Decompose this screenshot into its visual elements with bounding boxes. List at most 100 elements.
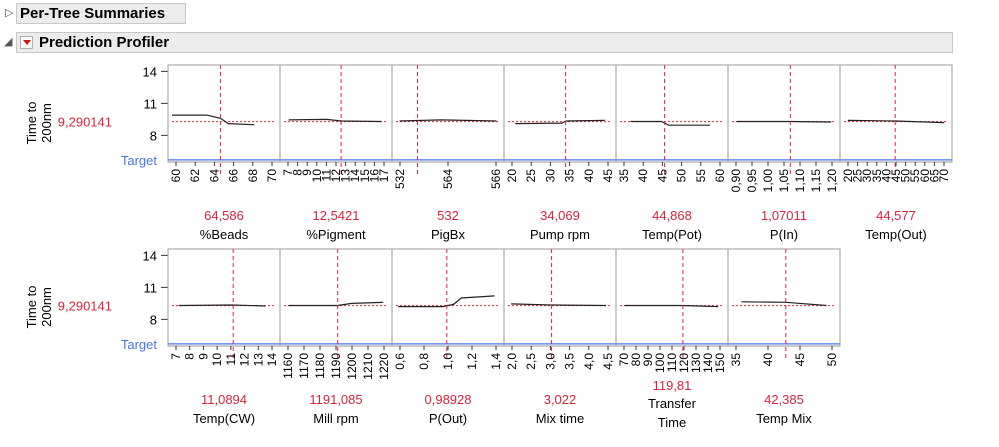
factor-value[interactable]: 11,0894 bbox=[201, 392, 247, 407]
x-tick-label: 1210 bbox=[361, 353, 375, 380]
x-tick-label: 532 bbox=[393, 169, 407, 189]
x-tick-label: 65 bbox=[927, 169, 941, 183]
factor-value[interactable]: 42,385 bbox=[764, 392, 804, 407]
panel-frame bbox=[503, 248, 617, 347]
x-tick-label: 566 bbox=[489, 169, 503, 189]
x-tick-label: 1200 bbox=[345, 353, 359, 380]
factor-value[interactable]: 34,069 bbox=[540, 208, 580, 223]
factor-name: P(Out) bbox=[429, 411, 467, 426]
x-tick-label: 1190 bbox=[329, 353, 343, 379]
x-tick-label: 40 bbox=[636, 169, 650, 183]
panel-frame bbox=[167, 248, 281, 347]
target-label: Target bbox=[121, 153, 158, 168]
factor-value[interactable]: 1191,085 bbox=[309, 392, 362, 407]
x-tick-label: 1160 bbox=[281, 353, 295, 379]
panel-frame bbox=[615, 248, 729, 347]
x-tick-label: 2,0 bbox=[505, 353, 519, 370]
x-tick-label: 10 bbox=[210, 353, 224, 367]
factor-panel[interactable]: 2,0 2,5 3,0 3,5 4,0 4,5 3,022 Mix time bbox=[503, 248, 617, 426]
x-tick-label: 0,8 bbox=[417, 353, 431, 370]
factor-value[interactable]: 1,07011 bbox=[761, 208, 807, 223]
factor-panel[interactable]: 35 40 45 50 42,385 Temp Mix bbox=[727, 248, 841, 426]
x-tick-label: 20 bbox=[841, 169, 855, 183]
x-tick-label: 3,0 bbox=[543, 353, 557, 370]
factor-panel[interactable]: 20 25 30 35 40 45 34,069 Pump rpm bbox=[503, 64, 617, 242]
factor-name: Pump rpm bbox=[530, 227, 590, 242]
factor-panel[interactable]: 60 62 64 66 68 70 64,586 %Beads bbox=[167, 64, 281, 242]
x-tick-label: 3,5 bbox=[563, 353, 577, 370]
panel-frame bbox=[727, 64, 841, 163]
factor-panel[interactable]: 1160 1170 1180 1190 1200 1210 1220 1191,085 Mill… bbox=[279, 248, 393, 426]
panel-frame bbox=[391, 64, 505, 163]
factor-panel[interactable]: 35 40 45 50 55 60 44,868 Temp(Pot) bbox=[615, 64, 729, 242]
factor-value[interactable]: 64,586 bbox=[204, 208, 244, 223]
factor-value[interactable]: 532 bbox=[437, 208, 459, 223]
x-tick-label: 14 bbox=[265, 353, 279, 367]
x-tick-label: 50 bbox=[675, 169, 689, 183]
prediction-trace bbox=[288, 118, 382, 123]
x-tick-label: 40 bbox=[761, 353, 775, 367]
factor-value[interactable]: 0,98928 bbox=[425, 392, 472, 407]
prediction-trace bbox=[398, 295, 495, 308]
x-tick-label: 25 bbox=[524, 169, 538, 183]
x-tick-label: 90 bbox=[641, 353, 655, 367]
x-tick-label: 35 bbox=[729, 353, 743, 367]
x-tick-label: 45 bbox=[655, 169, 669, 183]
factor-value[interactable]: 44,577 bbox=[876, 208, 916, 223]
x-tick-label: 9 bbox=[196, 353, 210, 360]
x-tick-label: 8 bbox=[291, 169, 305, 176]
x-tick-label: 40 bbox=[879, 169, 893, 183]
response-axis-label: Time to 200nm bbox=[24, 286, 54, 329]
factor-panel[interactable]: 7 8 9 10 11 12 13 14 11,0894 Temp(CW) bbox=[167, 248, 281, 426]
response-axis-label: Time to 200nm bbox=[24, 102, 54, 145]
x-tick-label: 1,05 bbox=[777, 169, 791, 193]
x-tick-label: 64 bbox=[207, 169, 221, 183]
x-tick-label: 35 bbox=[617, 169, 631, 183]
factor-panel[interactable]: 532 564 566 532 PigBx bbox=[391, 64, 505, 242]
factor-value[interactable]: 44,868 bbox=[652, 208, 692, 223]
panel-frame bbox=[503, 64, 617, 163]
x-tick-label: 60 bbox=[918, 169, 932, 183]
panel-frame bbox=[727, 248, 841, 347]
prediction-profiler-header[interactable]: Prediction Profiler bbox=[16, 32, 953, 53]
per-tree-summaries-header[interactable]: ▷ Per-Tree Summaries bbox=[5, 3, 186, 24]
factor-panel[interactable]: 0,6 0,8 1,0 1,2 1,4 0,98928 P(Out) bbox=[391, 248, 505, 426]
x-tick-label: 2,5 bbox=[524, 353, 538, 370]
x-tick-label: 150 bbox=[713, 353, 727, 373]
x-tick-label: 0,95 bbox=[745, 169, 759, 193]
x-tick-label: 9 bbox=[300, 169, 314, 176]
factor-name: Temp(Pot) bbox=[642, 227, 702, 242]
factor-value[interactable]: 3,022 bbox=[544, 392, 577, 407]
factor-name: Temp Mix bbox=[756, 411, 812, 426]
panel-frame bbox=[839, 64, 953, 163]
disclosure-expanded-icon[interactable]: ◢ bbox=[4, 36, 13, 48]
x-tick-label: 0,6 bbox=[393, 353, 407, 370]
factor-value[interactable]: 119,81 bbox=[653, 378, 692, 393]
x-tick-label: 13 bbox=[251, 353, 265, 367]
factor-value[interactable]: 12,5421 bbox=[313, 208, 360, 223]
x-tick-label: 15 bbox=[358, 169, 372, 183]
x-tick-label: 35 bbox=[870, 169, 884, 183]
prediction-trace bbox=[741, 301, 827, 307]
x-tick-label: 1,4 bbox=[489, 353, 503, 370]
factor-name: Time bbox=[658, 415, 686, 430]
disclosure-collapsed-icon[interactable]: ▷ bbox=[5, 7, 14, 19]
y-tick-label: 14 bbox=[143, 64, 157, 79]
x-tick-label: 130 bbox=[689, 353, 703, 373]
x-tick-label: 45 bbox=[889, 169, 903, 183]
x-tick-label: 1,2 bbox=[465, 353, 479, 370]
red-triangle-menu-icon[interactable] bbox=[20, 36, 33, 49]
x-tick-label: 1,15 bbox=[809, 169, 823, 193]
factor-name: %Beads bbox=[200, 227, 249, 242]
prediction-profiler-title: Prediction Profiler bbox=[39, 34, 170, 51]
x-tick-label: 20 bbox=[505, 169, 519, 183]
prediction-trace bbox=[515, 119, 605, 125]
panel-frame bbox=[167, 64, 281, 163]
factor-panel[interactable]: 0,90 0,95 1,00 1,05 1,10 1,15 1,20 1,07011 P(In) bbox=[727, 64, 841, 242]
x-tick-label: 11 bbox=[319, 169, 333, 182]
x-tick-label: 11 bbox=[224, 353, 238, 366]
factor-panel[interactable]: 708090100110120130140150119,81119,81Tran… bbox=[615, 248, 729, 430]
x-tick-label: 4,0 bbox=[582, 353, 596, 370]
